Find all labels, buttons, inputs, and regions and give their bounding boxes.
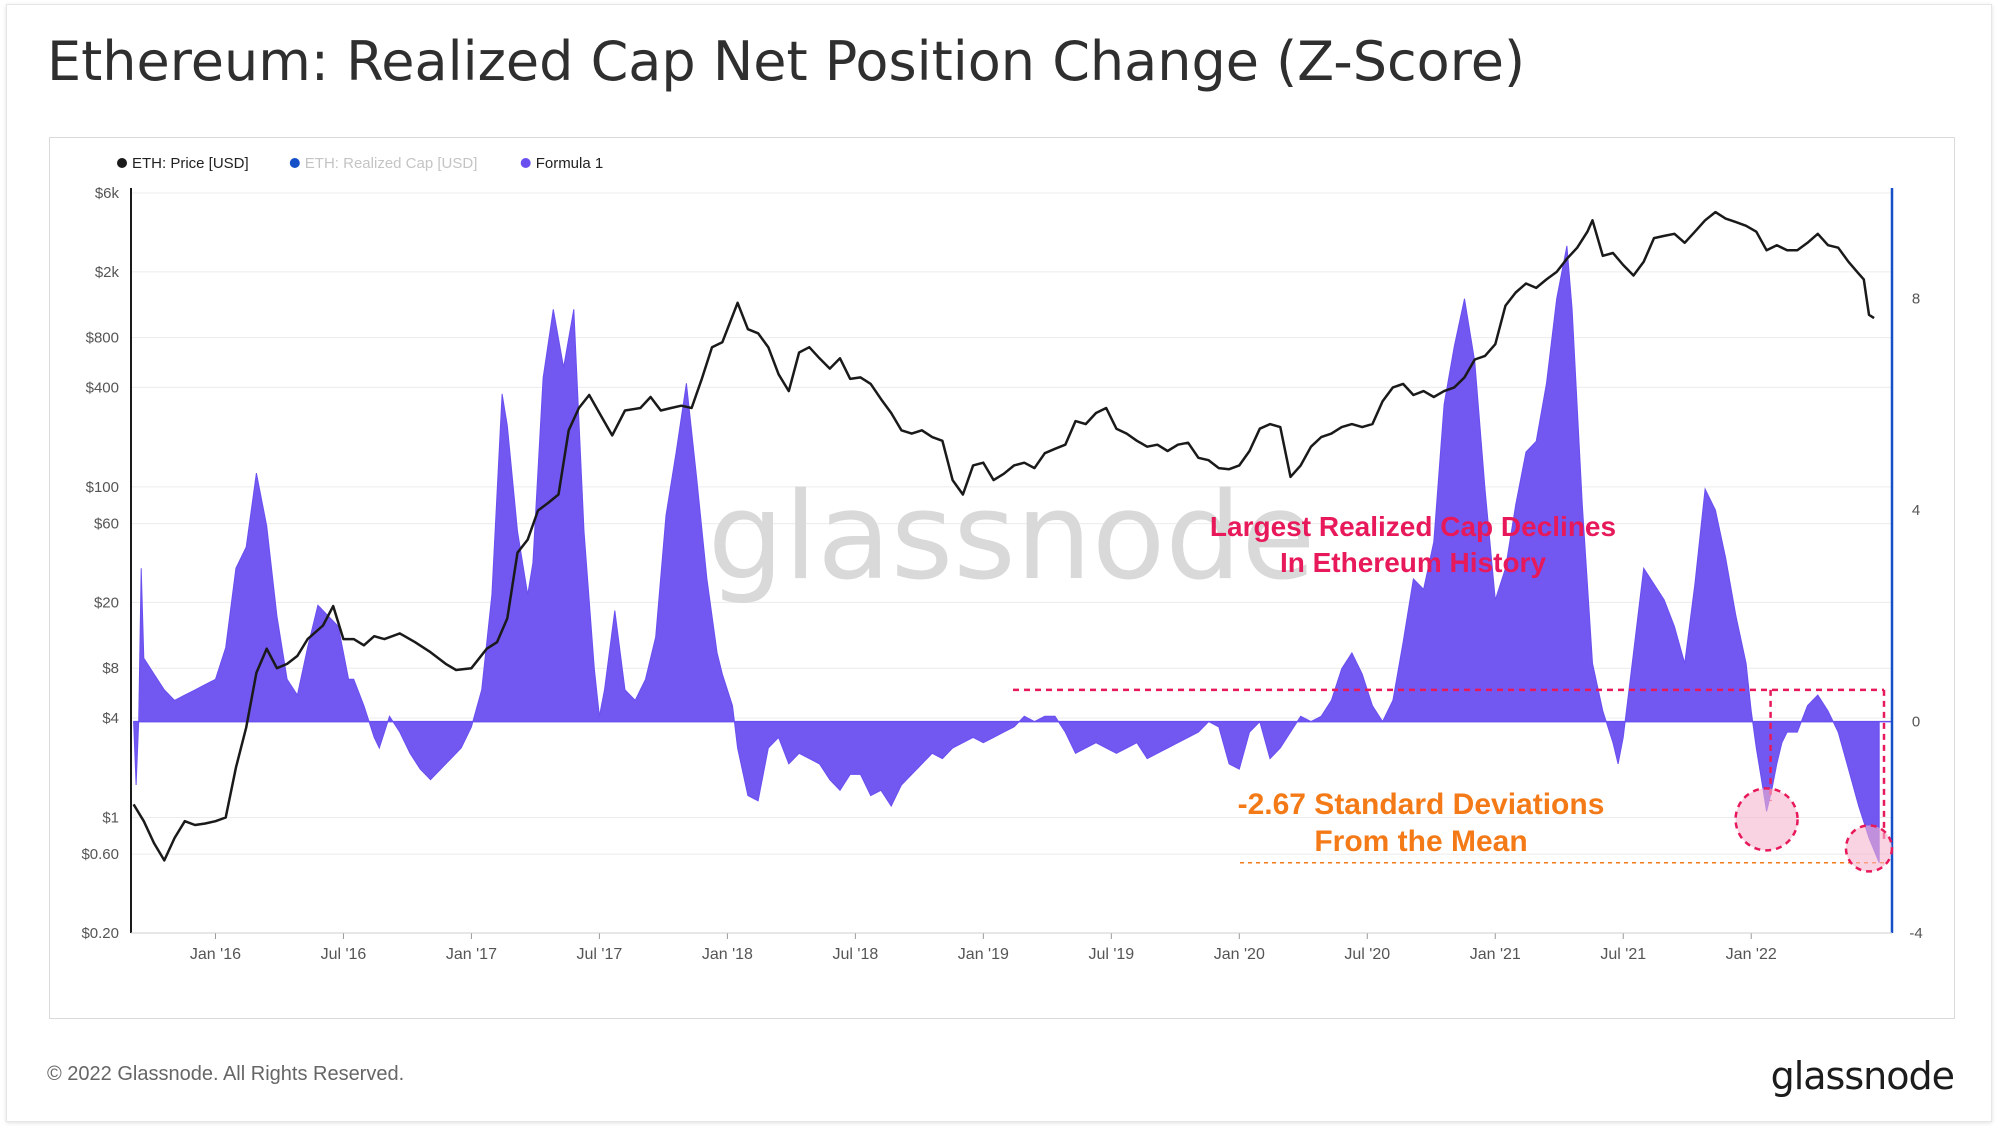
legend-marker[interactable] bbox=[289, 158, 300, 168]
footer-copyright: © 2022 Glassnode. All Rights Reserved. bbox=[47, 1063, 405, 1085]
y-left-tick-label: $6k bbox=[95, 185, 120, 202]
legend-marker[interactable] bbox=[117, 158, 127, 168]
x-tick-label: Jul '17 bbox=[577, 946, 623, 963]
annotation-orange-line-1: -2.67 Standard Deviations bbox=[1238, 788, 1605, 821]
y-left-tick-label: $0.60 bbox=[81, 846, 119, 863]
chart-panel: $6k $2k $800 $400 $100 $60 $20 $8 $4 $1 $0.60 $0.20… bbox=[49, 137, 1955, 1019]
chart-canvas: $6k $2k $800 $400 $100 $60 $20 $8 $4 $1 $0.60 $0.20… bbox=[81, 155, 1922, 963]
y-right-tick-label: -4 bbox=[1909, 925, 1922, 942]
x-tick-label: Jan '19 bbox=[958, 946, 1009, 963]
x-tick-label: Jul '16 bbox=[321, 946, 367, 963]
y-left-tick-label: $1 bbox=[102, 809, 119, 826]
y-left-tick-label: $60 bbox=[94, 516, 119, 533]
formula-1-area bbox=[133, 245, 1880, 863]
y-left-tick-label: $4 bbox=[102, 710, 119, 727]
x-tick-label: Jan '20 bbox=[1214, 946, 1265, 963]
x-tick-label: Jan '17 bbox=[446, 946, 497, 963]
x-tick-label: Jul '19 bbox=[1088, 946, 1134, 963]
highlight-circle bbox=[1734, 787, 1799, 852]
y-left-tick-label: $0.20 bbox=[81, 925, 119, 942]
legend-marker[interactable] bbox=[520, 158, 531, 168]
y-left-tick-label: $400 bbox=[86, 379, 119, 396]
highlight-circle bbox=[1844, 824, 1894, 873]
y-left-tick-label: $800 bbox=[86, 330, 119, 347]
y-right-tick-label: 4 bbox=[1912, 502, 1920, 519]
y-left-tick-label: $8 bbox=[102, 660, 119, 677]
y-right-tick-label: 0 bbox=[1912, 714, 1920, 731]
x-tick-label: Jul '21 bbox=[1600, 946, 1646, 963]
y-left-tick-label: $100 bbox=[86, 479, 119, 496]
y-left-tick-label: $2k bbox=[95, 264, 120, 281]
eth-price-line bbox=[132, 210, 1875, 862]
x-tick-label: Jan '18 bbox=[702, 946, 753, 963]
x-tick-label: Jul '18 bbox=[832, 946, 878, 963]
annotation-orange-line-2: From the Mean bbox=[1314, 825, 1527, 858]
legend-label: Formula 1 bbox=[536, 155, 604, 172]
y-right-tick-label: 8 bbox=[1912, 291, 1920, 308]
watermark: glassnode bbox=[708, 468, 1316, 607]
x-tick-label: Jan '16 bbox=[190, 946, 241, 963]
x-tick-label: Jan '21 bbox=[1470, 946, 1521, 963]
page-title: Ethereum: Realized Cap Net Position Chan… bbox=[47, 30, 1526, 93]
legend-label: ETH: Price [USD] bbox=[132, 155, 249, 172]
y-left-tick-label: $20 bbox=[94, 594, 119, 611]
annotation-red-line-2: In Ethereum History bbox=[1280, 547, 1546, 578]
x-tick-label: Jul '20 bbox=[1344, 946, 1390, 963]
footer-logo: glassnode bbox=[1770, 1054, 1955, 1098]
x-tick-label: Jan '22 bbox=[1726, 946, 1777, 963]
annotation-red-line-1: Largest Realized Cap Declines bbox=[1210, 511, 1616, 542]
legend-label: ETH: Realized Cap [USD] bbox=[305, 155, 478, 172]
